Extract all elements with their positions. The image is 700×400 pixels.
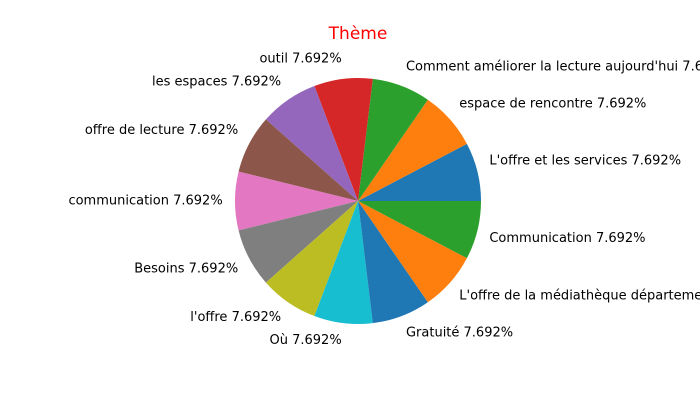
pie-slice [358,99,467,201]
pie-slice [314,201,373,324]
slice-label: outil 7.692% [259,52,341,67]
slice-label: Où 7.692% [270,333,342,348]
slice-label: l'offre 7.692% [190,310,281,325]
pie-slice [358,201,481,259]
slice-label: communication 7.692% [68,194,222,209]
slice-label: L'offre de la médiathèque départementale… [459,289,700,304]
pie-slice [265,85,358,201]
pie-slice [265,201,358,317]
pie-slice [358,201,467,303]
slice-label: les espaces 7.692% [152,75,281,90]
pie-slice [358,201,428,324]
pie-slice [235,171,358,231]
pie-labels: L'offre et les services 7.692% espace de … [68,52,700,348]
pie-slice [238,201,358,283]
slice-label: Comment améliorer la lecture aujourd'hui… [406,59,700,74]
pie-slices [235,78,481,324]
slice-label: espace de rencontre 7.692% [459,96,646,111]
pie-slice [314,78,373,201]
pie-slice [358,143,481,201]
slice-label: L'offre et les services 7.692% [489,154,681,169]
slice-label: Besoins 7.692% [134,262,238,277]
chart-title: Thème [328,24,388,44]
slice-label: offre de lecture 7.692% [85,123,238,138]
pie-slice [358,78,428,201]
pie-slice [238,119,358,201]
slice-label: Gratuité 7.692% [406,325,513,340]
slice-label: Communication 7.692% [489,231,645,246]
